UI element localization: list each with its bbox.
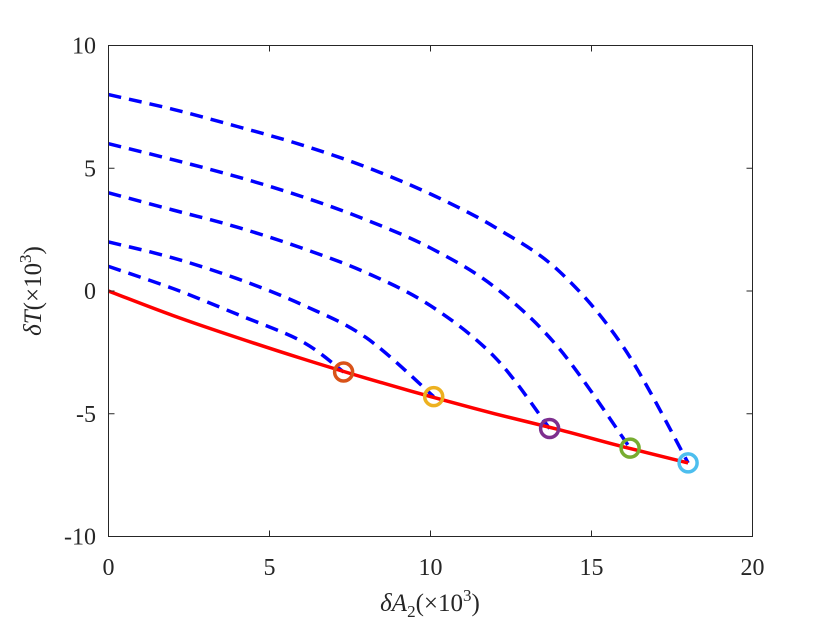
x-tick-label-2: 10 <box>419 555 443 581</box>
marker-1 <box>332 361 355 383</box>
y-tick-label-2: 0 <box>84 279 96 305</box>
x-tick-label-0: 0 <box>103 555 115 581</box>
marker-5 <box>677 452 699 474</box>
x-tick-label-1: 5 <box>264 555 276 581</box>
marker-3 <box>538 417 561 440</box>
marker-4 <box>619 437 641 459</box>
axes-box <box>108 45 753 537</box>
y-tick-label-1: -5 <box>76 402 96 428</box>
marker-2 <box>422 385 445 408</box>
main-curve <box>107 289 689 465</box>
y-tick-label-3: 5 <box>84 156 96 182</box>
x-tick-label-4: 20 <box>741 555 765 581</box>
dashed-curve-3 <box>108 191 551 430</box>
y-tick-label-0: -10 <box>64 525 96 551</box>
axis-ticks <box>108 45 753 537</box>
dashed-curve-2 <box>108 240 435 398</box>
dashed-curve-5 <box>108 92 690 464</box>
y-axis-label: δT(×103) <box>16 246 47 336</box>
x-tick-label-3: 15 <box>580 555 604 581</box>
axis-tick-labels: 0 5 10 15 20 -10 -5 0 5 10 <box>64 34 765 582</box>
x-axis-label: δA2(×103) <box>380 586 480 621</box>
plot-markers <box>332 361 699 474</box>
dashed-curve-1 <box>107 264 345 374</box>
plot-series <box>107 92 690 465</box>
y-tick-label-4: 10 <box>72 34 96 60</box>
dashed-curve-4 <box>108 142 632 450</box>
